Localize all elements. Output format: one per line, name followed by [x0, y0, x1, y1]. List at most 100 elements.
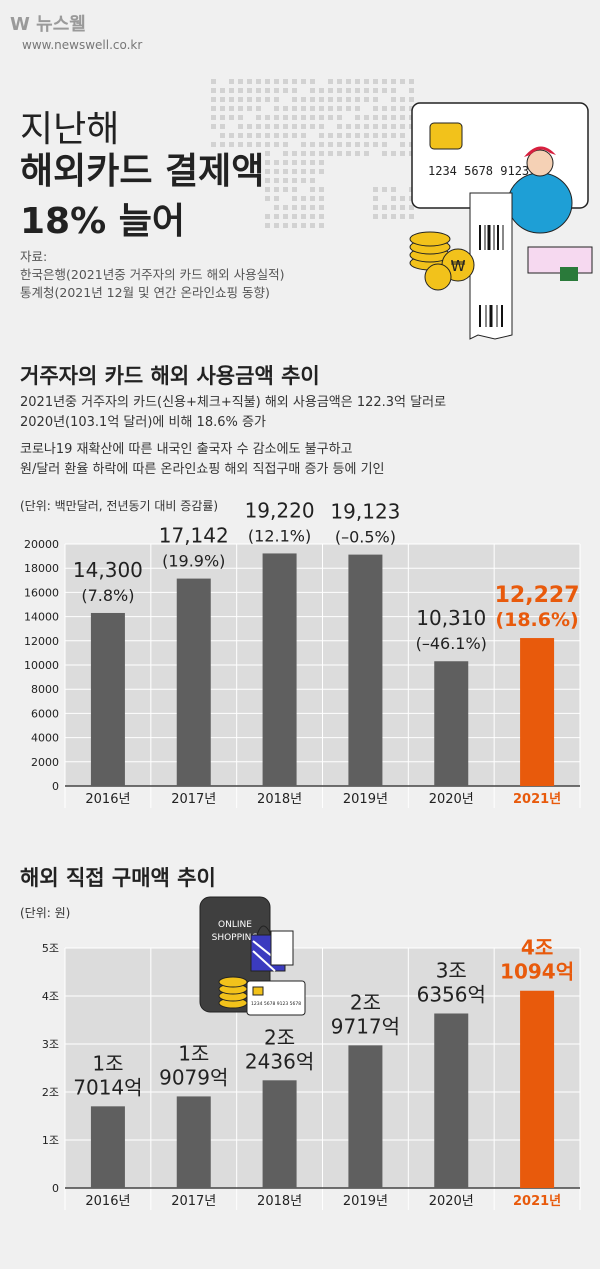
- bar-2020년: [434, 661, 469, 786]
- bar-2021년: [520, 638, 555, 786]
- data-label-value: 17,142: [159, 524, 229, 548]
- data-label-change: (12.1%): [248, 526, 311, 545]
- y-tick-label: 2조: [42, 1086, 59, 1099]
- logo-mark-icon: W: [10, 14, 30, 35]
- y-tick-label: 20000: [24, 538, 59, 551]
- y-tick-label: 6000: [31, 707, 59, 720]
- logo[interactable]: W 뉴스웰: [10, 14, 86, 35]
- x-tick-label: 2020년: [429, 792, 474, 807]
- small-card-number: 1234 5678 9123 5678: [251, 1001, 301, 1007]
- bar-2019년: [348, 1045, 383, 1188]
- shopper-body-icon: [507, 172, 573, 234]
- chart-direct-purchase: 01조2조3조4조5조2016년1조7014억2017년1조9079억2018년…: [42, 936, 581, 1210]
- bar-2019년: [348, 554, 383, 786]
- x-tick-label: 2017년: [171, 792, 216, 807]
- bar-2018년: [262, 1080, 297, 1188]
- section2-heading: 해외 직접 구매액 추이: [20, 866, 216, 890]
- data-label-hundred-million: 9079억: [159, 1065, 228, 1089]
- section1-desc-1: 2021년중 거주자의 카드(신용+체크+직불) 해외 사용금액은 122.3억…: [20, 395, 447, 410]
- data-label-change: (19.9%): [162, 552, 225, 571]
- card-number: 1234 5678 9123: [428, 164, 529, 178]
- x-tick-label: 2020년: [429, 1194, 474, 1209]
- data-label-change: (–0.5%): [335, 528, 396, 547]
- data-label-hundred-million: 9717억: [331, 1014, 400, 1038]
- y-tick-label: 0: [52, 1182, 59, 1195]
- phone-text-1: ONLINE: [218, 920, 252, 930]
- x-tick-label: 2018년: [257, 1194, 302, 1209]
- x-tick-label: 2018년: [257, 792, 302, 807]
- data-label-hundred-million: 1094억: [500, 960, 574, 984]
- data-label-value: 14,300: [73, 558, 143, 582]
- x-tick-label: 2017년: [171, 1194, 216, 1209]
- y-tick-label: 0: [52, 780, 59, 793]
- x-tick-label: 2019년: [343, 792, 388, 807]
- data-label-value: 19,123: [330, 500, 400, 524]
- bar-2017년: [176, 578, 211, 786]
- data-label-hundred-million: 7014억: [73, 1075, 142, 1099]
- source-2: 통계청(2021년 12월 및 연간 온라인쇼핑 동향): [20, 285, 270, 300]
- won-bag-icon: [424, 263, 452, 291]
- data-label-hundred-million: 2436억: [245, 1049, 314, 1073]
- payment-illustration: 1234 5678 9123 ₩: [409, 102, 593, 340]
- coin-pile-icon: [218, 976, 248, 1009]
- shopper-head-icon: [526, 149, 554, 177]
- data-label-change: (–46.1%): [416, 634, 487, 653]
- x-tick-label: 2019년: [343, 1194, 388, 1209]
- bar-2020년: [434, 1013, 469, 1188]
- data-label-trillion: 3조: [436, 958, 467, 982]
- y-tick-label: 3조: [42, 1038, 59, 1051]
- section1-heading: 거주자의 카드 해외 사용금액 추이: [20, 364, 320, 388]
- y-tick-label: 1조: [42, 1134, 59, 1147]
- section1-desc-4: 원/달러 환율 하락에 따른 온라인쇼핑 해외 직접구매 증가 등에 기인: [20, 462, 385, 477]
- chart1-unit: (단위: 백만달러, 전년동기 대비 증감률): [20, 499, 219, 513]
- coin-stack-icon: [409, 231, 451, 271]
- data-label-trillion: 1조: [178, 1041, 209, 1065]
- data-label-trillion: 1조: [92, 1051, 123, 1075]
- bar-2018년: [262, 553, 297, 786]
- data-label-change: (18.6%): [495, 609, 578, 631]
- source-label: 자료:: [20, 249, 48, 264]
- bar-2017년: [176, 1096, 211, 1188]
- y-tick-label: 8000: [31, 683, 59, 696]
- source-1: 한국은행(2021년중 거주자의 카드 해외 사용실적): [20, 267, 285, 282]
- world-map-dots-icon: [211, 79, 414, 228]
- bar-2016년: [90, 1106, 125, 1188]
- y-tick-label: 12000: [24, 635, 59, 648]
- won-symbol: ₩: [451, 257, 466, 275]
- chart-card-spending: 0 2000 4000 6000 8000 10000 12000 14000 16000 180…: [24, 500, 581, 808]
- data-label-value: 19,220: [245, 500, 315, 522]
- section1-desc-2: 2020년(103.1억 달러)에 비해 18.6% 증가: [20, 415, 266, 430]
- data-label-hundred-million: 6356억: [417, 982, 486, 1006]
- title-line-3: 18% 늘어: [20, 201, 185, 242]
- phone-text-2: SHOPPING: [212, 933, 259, 943]
- shopper-hair-icon: [524, 146, 556, 157]
- card-chip-icon: [429, 122, 463, 150]
- y-tick-label: 14000: [24, 611, 59, 624]
- bar-2021년: [520, 990, 555, 1188]
- small-card-icon: [246, 980, 306, 1016]
- title-line-1: 지난해: [20, 109, 120, 150]
- x-tick-label: 2016년: [85, 792, 130, 807]
- logo-url: www.newswell.co.kr: [22, 38, 143, 52]
- data-label-trillion: 4조: [521, 936, 553, 960]
- y-tick-label: 4000: [31, 732, 59, 745]
- x-tick-label: 2016년: [85, 1194, 130, 1209]
- chart2-unit: (단위: 원): [20, 906, 71, 920]
- section1-desc-3: 코로나19 재확산에 따른 내국인 출국자 수 감소에도 불구하고: [20, 442, 353, 457]
- source-block: 자료: 한국은행(2021년중 거주자의 카드 해외 사용실적) 통계청(202…: [20, 248, 284, 302]
- y-tick-label: 2000: [31, 756, 59, 769]
- barcode-icon: [479, 225, 504, 327]
- data-label-trillion: 2조: [350, 990, 381, 1014]
- bar-2016년: [90, 612, 125, 786]
- y-tick-label: 18000: [24, 562, 59, 575]
- data-label-change: (7.8%): [81, 586, 134, 605]
- data-label-value: 12,227: [495, 583, 580, 608]
- online-shopping-illustration: ONLINE SHOPPING 1234 5678 9123 5678: [199, 896, 306, 1016]
- data-label-value: 10,310: [416, 606, 486, 630]
- y-tick-label: 10000: [24, 659, 59, 672]
- y-tick-label: 16000: [24, 586, 59, 599]
- x-tick-label: 2021년: [513, 792, 561, 807]
- title-line-2: 해외카드 결제액: [20, 151, 265, 192]
- data-label-trillion: 2조: [264, 1025, 295, 1049]
- x-tick-label: 2021년: [513, 1194, 561, 1209]
